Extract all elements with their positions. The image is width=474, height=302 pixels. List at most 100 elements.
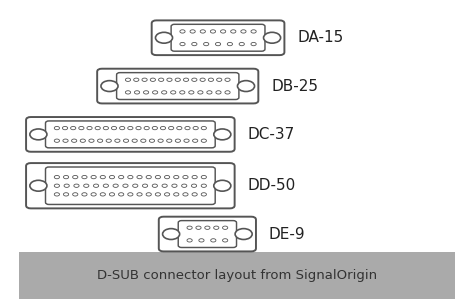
Circle shape [155,32,173,43]
Circle shape [99,79,120,93]
Circle shape [241,30,246,33]
Circle shape [193,127,198,130]
Circle shape [180,42,185,46]
Circle shape [100,175,105,179]
Circle shape [125,78,131,82]
Circle shape [200,30,205,33]
Circle shape [167,139,172,142]
Circle shape [192,139,198,142]
Circle shape [182,184,187,187]
Circle shape [220,30,226,33]
Circle shape [113,184,118,187]
FancyBboxPatch shape [159,217,256,251]
Circle shape [236,79,256,93]
Circle shape [189,91,194,94]
Circle shape [158,139,163,142]
Circle shape [237,81,255,92]
Circle shape [201,184,207,187]
Circle shape [133,184,138,187]
FancyBboxPatch shape [171,24,265,51]
Circle shape [101,81,118,92]
Circle shape [217,78,222,82]
Circle shape [190,30,195,33]
Circle shape [152,184,157,187]
Circle shape [172,184,177,187]
Text: D-SUB connector layout from SignalOrigin: D-SUB connector layout from SignalOrigin [97,269,377,282]
Circle shape [146,193,151,196]
Circle shape [171,91,176,94]
Circle shape [223,239,228,242]
Circle shape [149,139,155,142]
Text: DC-37: DC-37 [247,127,295,142]
Circle shape [183,193,188,196]
Circle shape [225,91,230,94]
Circle shape [118,193,124,196]
Circle shape [100,193,105,196]
Circle shape [164,193,170,196]
Circle shape [54,127,60,130]
Circle shape [216,91,221,94]
Circle shape [203,42,209,46]
Circle shape [64,184,69,187]
FancyBboxPatch shape [19,252,455,299]
Circle shape [173,175,179,179]
Circle shape [162,184,167,187]
Circle shape [164,175,170,179]
Circle shape [200,78,205,82]
Circle shape [82,193,87,196]
Circle shape [82,175,87,179]
Circle shape [128,127,133,130]
Circle shape [141,139,146,142]
Circle shape [191,184,197,187]
Circle shape [54,193,60,196]
Circle shape [264,32,281,43]
Circle shape [196,226,201,230]
Circle shape [98,139,103,142]
Circle shape [91,175,96,179]
Circle shape [63,127,68,130]
Circle shape [239,42,245,46]
Circle shape [187,226,192,230]
Circle shape [134,78,139,82]
Circle shape [233,227,254,241]
Circle shape [128,175,133,179]
Circle shape [80,139,85,142]
Circle shape [167,78,172,82]
Circle shape [91,193,96,196]
Circle shape [64,175,69,179]
FancyBboxPatch shape [178,220,237,248]
Text: DB-25: DB-25 [271,79,318,94]
Circle shape [210,239,216,242]
Circle shape [207,91,212,94]
Circle shape [54,184,60,187]
Circle shape [103,184,109,187]
Circle shape [73,193,78,196]
Circle shape [54,139,60,142]
FancyBboxPatch shape [26,163,235,208]
Circle shape [73,175,78,179]
Circle shape [54,175,60,179]
Circle shape [30,180,47,191]
Circle shape [185,127,190,130]
Circle shape [212,128,233,141]
Circle shape [183,78,189,82]
Circle shape [109,193,115,196]
FancyBboxPatch shape [46,121,215,148]
Circle shape [162,91,167,94]
Circle shape [177,127,182,130]
Circle shape [128,193,133,196]
Circle shape [135,91,140,94]
Circle shape [83,184,89,187]
Circle shape [191,42,197,46]
Circle shape [201,127,207,130]
Circle shape [132,139,137,142]
Circle shape [163,229,180,239]
FancyBboxPatch shape [97,69,258,103]
Circle shape [201,193,207,196]
Circle shape [262,31,283,44]
Circle shape [198,91,203,94]
Circle shape [89,139,94,142]
Circle shape [199,239,204,242]
Circle shape [137,175,142,179]
Circle shape [180,91,185,94]
